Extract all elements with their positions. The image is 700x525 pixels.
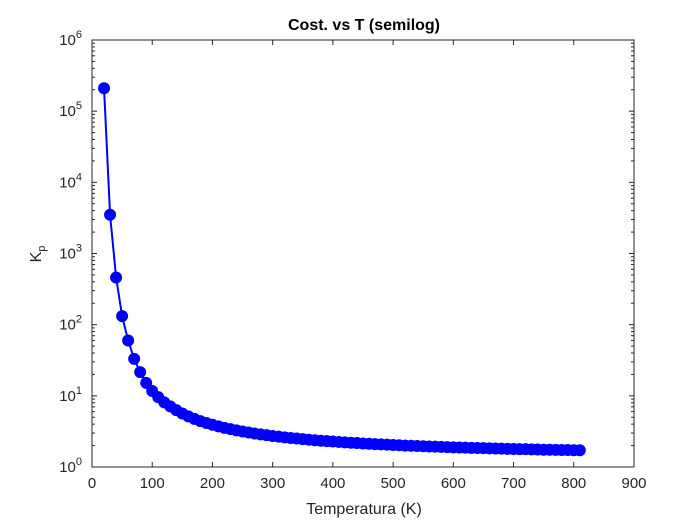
x-tick-label: 300	[260, 475, 285, 492]
data-point	[116, 310, 129, 323]
data-point	[140, 376, 153, 389]
x-tick-label: 0	[88, 475, 96, 492]
plot-area	[91, 39, 635, 468]
y-tick-label-exponent: 6	[76, 29, 82, 41]
data-point	[134, 366, 147, 379]
data-point	[110, 271, 123, 284]
x-tick-label: 100	[140, 475, 165, 492]
y-tick-label-base: 10	[59, 32, 76, 49]
y-tick-label-exponent: 3	[76, 243, 82, 255]
y-tick-label: 104	[59, 171, 82, 191]
y-tick-label-exponent: 1	[76, 385, 82, 397]
x-tick-label: 700	[501, 475, 526, 492]
y-tick-label: 105	[59, 100, 82, 120]
x-tick-label: 200	[200, 475, 225, 492]
x-tick-label: 800	[561, 475, 586, 492]
y-axis-label-main: K	[28, 251, 45, 262]
y-tick-label-base: 10	[59, 174, 76, 191]
y-tick-label-base: 10	[59, 103, 76, 120]
y-tick-label: 102	[59, 314, 82, 334]
x-tick-label: 500	[381, 475, 406, 492]
chart-title: Cost. vs T (semilog)	[288, 17, 440, 34]
x-axis-ticks: 0 100 200 300 400 500 600 700 800 900	[88, 40, 647, 492]
y-tick-label-base: 10	[59, 459, 76, 476]
y-tick-label: 106	[59, 29, 82, 49]
y-tick-label: 103	[59, 243, 82, 263]
data-point	[98, 82, 111, 95]
y-tick-label-base: 10	[59, 317, 76, 334]
data-point	[122, 334, 135, 347]
x-tick-label: 600	[441, 475, 466, 492]
x-tick-label: 400	[320, 475, 345, 492]
data-point	[573, 444, 586, 457]
series-layer	[98, 82, 586, 457]
y-tick-label-base: 10	[59, 246, 76, 263]
y-tick-label-base: 10	[59, 388, 76, 405]
y-tick-label-exponent: 5	[76, 100, 82, 112]
x-tick-label: 900	[621, 475, 646, 492]
x-axis-label: Temperatura (K)	[306, 501, 422, 518]
y-axis-label-subscript: p	[36, 246, 48, 252]
data-point	[128, 352, 141, 365]
data-point	[104, 208, 117, 221]
y-tick-label-exponent: 0	[76, 456, 82, 468]
y-tick-label-exponent: 4	[76, 171, 82, 183]
y-tick-label-exponent: 2	[76, 314, 82, 326]
y-tick-label: 101	[59, 385, 82, 405]
y-axis-label: Kp	[28, 246, 48, 263]
y-tick-label: 100	[59, 456, 82, 476]
